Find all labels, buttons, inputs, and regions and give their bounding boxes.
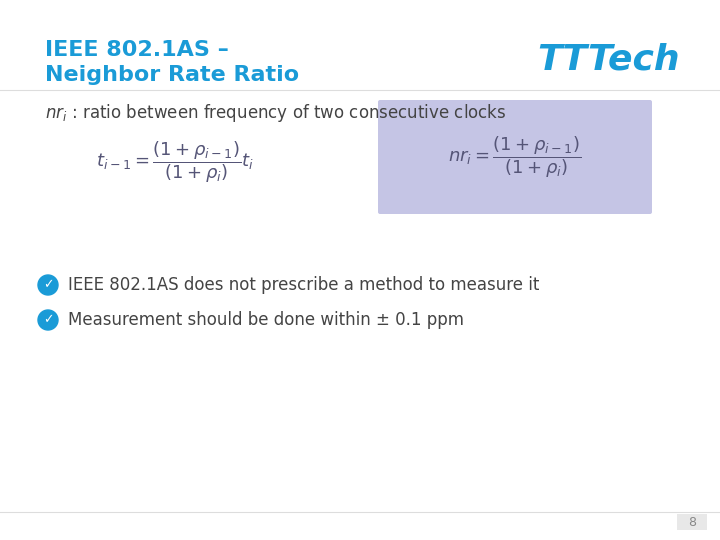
Text: ✓: ✓ — [42, 314, 53, 327]
Circle shape — [38, 310, 58, 330]
Text: TTTech: TTTech — [537, 42, 680, 76]
Text: ✓: ✓ — [42, 279, 53, 292]
Circle shape — [38, 275, 58, 295]
Text: $\mathit{nr}_i$ : ratio between frequency of two consecutive clocks: $\mathit{nr}_i$ : ratio between frequenc… — [45, 102, 506, 124]
Text: IEEE 802.1AS –: IEEE 802.1AS – — [45, 40, 229, 60]
Text: IEEE 802.1AS does not prescribe a method to measure it: IEEE 802.1AS does not prescribe a method… — [68, 276, 539, 294]
Text: 8: 8 — [688, 516, 696, 529]
Text: Measurement should be done within ± 0.1 ppm: Measurement should be done within ± 0.1 … — [68, 311, 464, 329]
Text: $t_{i-1} = \dfrac{(1 + \rho_{i-1})}{(1 + \rho_i)} t_i$: $t_{i-1} = \dfrac{(1 + \rho_{i-1})}{(1 +… — [96, 139, 254, 185]
Text: Neighbor Rate Ratio: Neighbor Rate Ratio — [45, 65, 299, 85]
Bar — [677, 514, 707, 530]
FancyBboxPatch shape — [378, 100, 652, 214]
Text: $nr_i = \dfrac{(1 + \rho_{i-1})}{(1 + \rho_i)}$: $nr_i = \dfrac{(1 + \rho_{i-1})}{(1 + \r… — [449, 134, 582, 180]
